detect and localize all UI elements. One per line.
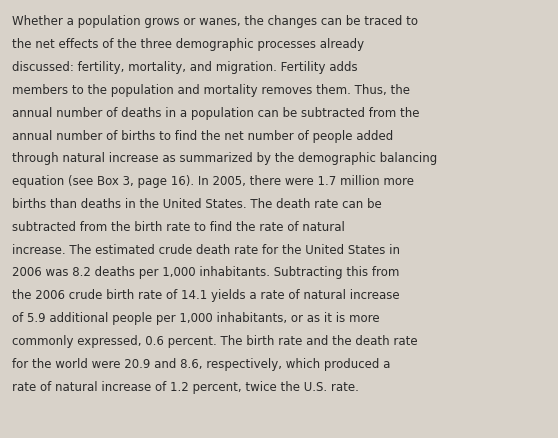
Text: through natural increase as summarized by the demographic balancing: through natural increase as summarized b… (12, 152, 437, 165)
Text: of 5.9 additional people per 1,000 inhabitants, or as it is more: of 5.9 additional people per 1,000 inhab… (12, 311, 380, 325)
Text: discussed: fertility, mortality, and migration. Fertility adds: discussed: fertility, mortality, and mig… (12, 61, 358, 74)
Text: 2006 was 8.2 deaths per 1,000 inhabitants. Subtracting this from: 2006 was 8.2 deaths per 1,000 inhabitant… (12, 266, 400, 279)
Text: subtracted from the birth rate to find the rate of natural: subtracted from the birth rate to find t… (12, 220, 345, 233)
Text: annual number of births to find the net number of people added: annual number of births to find the net … (12, 129, 393, 142)
Text: commonly expressed, 0.6 percent. The birth rate and the death rate: commonly expressed, 0.6 percent. The bir… (12, 334, 418, 347)
Text: increase. The estimated crude death rate for the United States in: increase. The estimated crude death rate… (12, 243, 400, 256)
Text: equation (see Box 3, page 16). In 2005, there were 1.7 million more: equation (see Box 3, page 16). In 2005, … (12, 175, 414, 188)
Text: the 2006 crude birth rate of 14.1 yields a rate of natural increase: the 2006 crude birth rate of 14.1 yields… (12, 289, 400, 302)
Text: the net effects of the three demographic processes already: the net effects of the three demographic… (12, 38, 364, 51)
Text: births than deaths in the United States. The death rate can be: births than deaths in the United States.… (12, 198, 382, 211)
Text: annual number of deaths in a population can be subtracted from the: annual number of deaths in a population … (12, 106, 420, 120)
Text: Whether a population grows or wanes, the changes can be traced to: Whether a population grows or wanes, the… (12, 15, 418, 28)
Text: members to the population and mortality removes them. Thus, the: members to the population and mortality … (12, 84, 410, 97)
Text: for the world were 20.9 and 8.6, respectively, which produced a: for the world were 20.9 and 8.6, respect… (12, 357, 391, 370)
Text: rate of natural increase of 1.2 percent, twice the U.S. rate.: rate of natural increase of 1.2 percent,… (12, 380, 359, 393)
